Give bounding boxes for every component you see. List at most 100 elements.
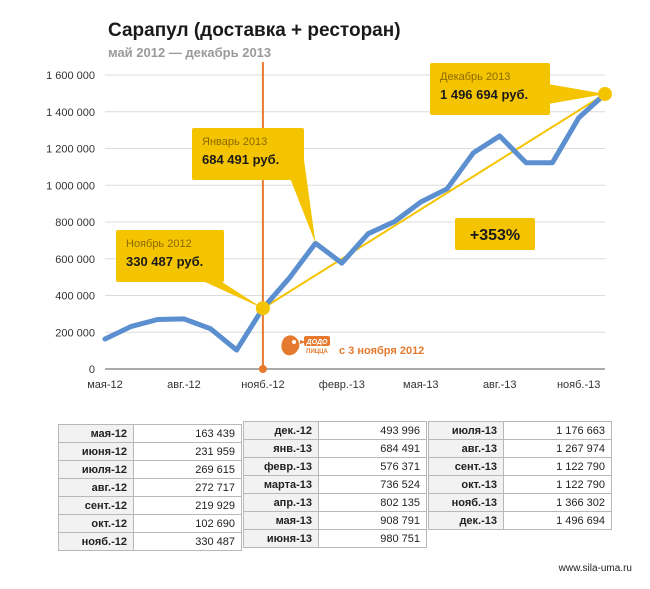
x-tick-label: авг.-13 [483,379,517,391]
value-cell: 736 524 [318,475,427,494]
value-cell: 576 371 [318,457,427,476]
x-tick-label: нояб.-12 [241,379,284,391]
y-tick-label: 400 000 [55,291,95,303]
value-cell: 231 959 [133,442,242,461]
table-row: мая-13 908 791 [243,511,427,530]
value-cell: 102 690 [133,514,242,533]
table-row: окт.-12 102 690 [58,514,242,533]
value-cell: 1 176 663 [503,421,612,440]
dodo-logo: ДОДО ПИЦЦА [281,335,330,356]
dodo-start-point [258,365,267,373]
callout-value: 684 491 руб. [202,152,279,167]
table-row: февр.-13 576 371 [243,457,427,476]
highlight-points [255,86,612,373]
y-tick-label: 1 000 000 [46,180,95,192]
x-tick-label: мая-12 [87,379,123,391]
table-row: сент.-12 219 929 [58,496,242,515]
table-row: нояб.-13 1 366 302 [428,493,612,512]
table-row: авг.-12 272 717 [58,478,242,497]
svg-text:ДОДО: ДОДО [306,339,328,346]
nov-2012-point [255,301,270,316]
callout-nov-2012: Ноябрь 2012 330 487 руб. [116,230,263,309]
chart-subtitle: май 2012 — декабрь 2013 [108,45,272,60]
dec-2013-point [598,86,612,101]
value-cell: 219 929 [133,496,242,515]
x-axis-ticks: мая-12 авг.-12 нояб.-12 февр.-13 мая-13 авг.-… [87,379,600,391]
value-cell: 163 439 [133,424,242,443]
month-cell: июня-13 [243,529,319,548]
x-tick-label: авг.-12 [167,379,201,391]
y-tick-label: 0 [89,364,95,376]
y-axis-ticks: 0 200 000 400 000 600 000 800 000 1 000 000 1 … [46,70,95,376]
svg-text:ПИЦЦА: ПИЦЦА [306,349,328,355]
table-row: июля-12 269 615 [58,460,242,479]
value-cell: 980 751 [318,529,427,548]
callout-value: 1 496 694 руб. [440,87,528,102]
month-cell: окт.-12 [58,514,134,533]
value-cell: 684 491 [318,439,427,458]
series-line [102,91,608,353]
callout-label: Январь 2013 [202,136,267,148]
table-row: окт.-13 1 122 790 [428,475,612,494]
table-row: дек.-13 1 496 694 [428,511,612,530]
month-cell: сент.-12 [58,496,134,515]
table-row: июня-12 231 959 [58,442,242,461]
value-cell: 1 122 790 [503,475,612,494]
line-chart: 0 200 000 400 000 600 000 800 000 1 000 000 1 … [46,62,612,391]
table-row: янв.-13 684 491 [243,439,427,458]
month-cell: февр.-13 [243,457,319,476]
month-cell: июня-12 [58,442,134,461]
table-row: нояб.-12 330 487 [58,532,242,551]
table-row: сент.-13 1 122 790 [428,457,612,476]
data-table-2: дек.-12 493 996 янв.-13 684 491 февр.-13 576 … [243,421,427,548]
callout-dec-2013: Декабрь 2013 1 496 694 руб. [430,63,605,115]
month-cell: янв.-13 [243,439,319,458]
growth-badge: +353% [455,218,535,250]
table-row: июля-13 1 176 663 [428,421,612,440]
month-cell: мая-12 [58,424,134,443]
y-tick-label: 1 400 000 [46,107,95,119]
table-row: мая-12 163 439 [58,424,242,443]
value-cell: 1 366 302 [503,493,612,512]
x-tick-label: мая-13 [403,379,439,391]
value-cell: 1 496 694 [503,511,612,530]
dodo-note: с 3 ноября 2012 [339,345,424,357]
value-cell: 802 135 [318,493,427,512]
month-cell: авг.-13 [428,439,504,458]
callouts: Ноябрь 2012 330 487 руб. Январь 2013 684 49… [116,63,605,309]
x-tick-label: нояб.-13 [557,379,600,391]
month-cell: нояб.-12 [58,532,134,551]
month-cell: сент.-13 [428,457,504,476]
table-row: апр.-13 802 135 [243,493,427,512]
x-tick-label: февр.-13 [319,379,365,391]
month-cell: июля-12 [58,460,134,479]
site-url: www.sila-uma.ru [558,563,632,574]
data-table-3: июля-13 1 176 663 авг.-13 1 267 974 сент.-13… [428,421,612,530]
month-cell: апр.-13 [243,493,319,512]
value-cell: 272 717 [133,478,242,497]
y-tick-label: 600 000 [55,254,95,266]
value-cell: 1 122 790 [503,457,612,476]
value-cell: 269 615 [133,460,242,479]
chart-title: Сарапул (доставка + ресторан) [108,20,401,41]
value-cell: 1 267 974 [503,439,612,458]
table-row: авг.-13 1 267 974 [428,439,612,458]
value-cell: 493 996 [318,421,427,440]
month-cell: нояб.-13 [428,493,504,512]
y-tick-label: 1 600 000 [46,70,95,82]
y-tick-label: 800 000 [55,217,95,229]
callout-label: Ноябрь 2012 [126,238,192,250]
y-tick-label: 200 000 [55,327,95,339]
callout-value: 330 487 руб. [126,254,203,269]
value-cell: 908 791 [318,511,427,530]
callout-label: Декабрь 2013 [440,71,510,83]
value-cell: 330 487 [133,532,242,551]
callout-jan-2013: Январь 2013 684 491 руб. [192,128,316,244]
data-table-1: мая-12 163 439 июня-12 231 959 июля-12 269 61… [58,424,242,551]
month-cell: мая-13 [243,511,319,530]
month-cell: авг.-12 [58,478,134,497]
month-cell: дек.-12 [243,421,319,440]
month-cell: июля-13 [428,421,504,440]
month-cell: дек.-13 [428,511,504,530]
month-cell: марта-13 [243,475,319,494]
